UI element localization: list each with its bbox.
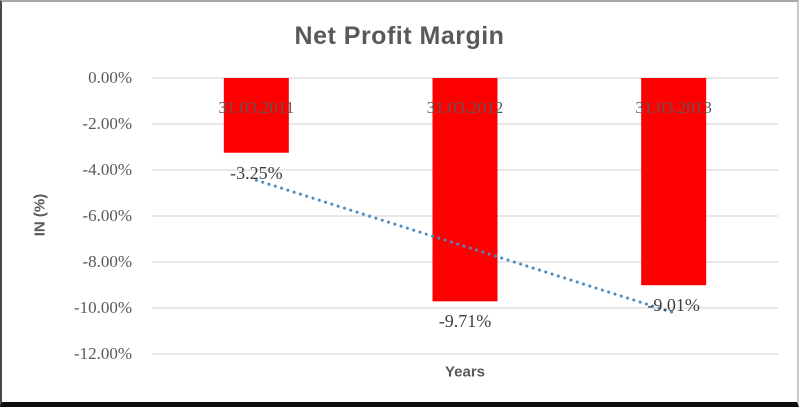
trendline <box>254 178 676 315</box>
y-tick-label: 0.00% <box>88 68 132 87</box>
y-tick-label: -6.00% <box>82 206 132 225</box>
bar <box>641 78 707 286</box>
y-tick-label: -8.00% <box>82 252 132 271</box>
data-label: -9.01% <box>647 295 700 316</box>
y-tick-label: -4.00% <box>82 160 132 179</box>
y-tick-label: -10.00% <box>73 298 132 317</box>
data-label: -3.25% <box>230 162 283 183</box>
chart-title: Net Profit Margin <box>294 22 505 50</box>
y-tick-label: -2.00% <box>82 114 132 133</box>
bar <box>432 78 498 302</box>
category-label: 31.03.2012 <box>426 98 504 117</box>
bar <box>223 78 289 153</box>
x-axis-title: Years <box>444 363 486 381</box>
y-tick-label: -12.00% <box>73 344 132 363</box>
data-label: -9.71% <box>438 311 492 332</box>
category-label: 31.03.2011 <box>218 98 295 117</box>
category-label: 31.03.2013 <box>635 98 712 117</box>
